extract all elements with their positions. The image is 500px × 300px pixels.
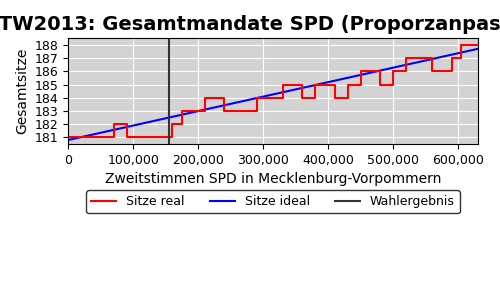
Sitze real [474,43,480,47]
Sitze real [179,122,185,126]
Y-axis label: Gesamtsitze: Gesamtsitze [15,48,29,134]
Legend: Sitze real, Sitze ideal, Wahlergebnis: Sitze real, Sitze ideal, Wahlergebnis [86,190,460,213]
Sitze real [344,83,350,86]
Sitze real [202,109,207,113]
Sitze real [299,83,305,86]
Sitze real [124,136,130,139]
Line: Sitze real: Sitze real [68,45,478,137]
Sitze real [312,83,318,86]
X-axis label: Zweitstimmen SPD in Mecklenburg-Vorpommern: Zweitstimmen SPD in Mecklenburg-Vorpomme… [104,172,441,186]
Sitze real [358,83,364,86]
Sitze real [169,122,175,126]
Sitze real [221,96,227,100]
Sitze real [254,109,260,113]
Sitze real [448,56,454,60]
Sitze real [429,70,435,73]
Sitze real [110,122,116,126]
Sitze real [254,96,260,100]
Sitze real [312,96,318,100]
Sitze real [344,96,350,100]
Title: BTW2013: Gesamtmandate SPD (Proporzanpassung): BTW2013: Gesamtmandate SPD (Proporzanpas… [0,15,500,34]
Sitze real [332,96,338,100]
Sitze real [280,83,285,86]
Sitze real [280,96,285,100]
Sitze real [458,56,464,60]
Sitze real [403,56,409,60]
Sitze real [448,70,454,73]
Sitze real [299,96,305,100]
Sitze real [332,83,338,86]
Sitze real [377,70,383,73]
Sitze real [458,43,464,47]
Sitze real [390,83,396,86]
Sitze real [110,136,116,139]
Sitze real [65,136,71,139]
Sitze real [403,70,409,73]
Sitze real [221,109,227,113]
Sitze real [124,122,130,126]
Sitze real [377,83,383,86]
Sitze real [202,96,207,100]
Sitze real [429,56,435,60]
Sitze real [390,70,396,73]
Sitze real [179,109,185,113]
Sitze real [169,136,175,139]
Sitze real [358,70,364,73]
